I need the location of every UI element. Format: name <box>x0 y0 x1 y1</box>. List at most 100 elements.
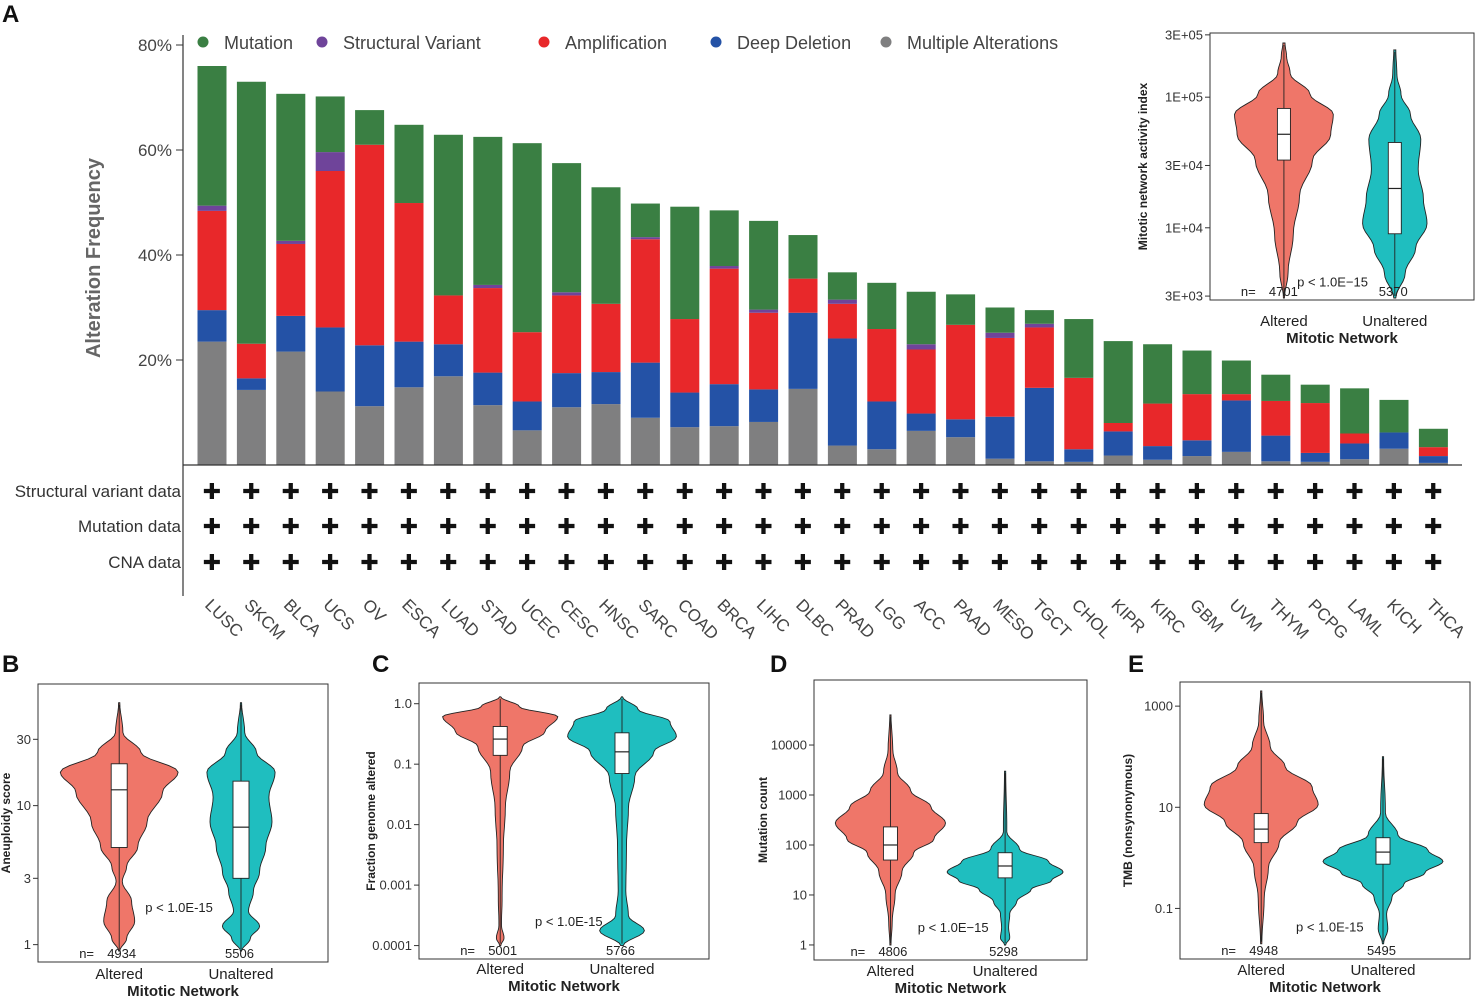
data-available-marker: ✚ <box>1267 515 1285 540</box>
data-available-marker: ✚ <box>282 480 300 505</box>
n-altered: 4701 <box>1269 284 1298 299</box>
data-available-marker: ✚ <box>557 551 575 576</box>
bar-deep-deletion-luad <box>433 344 463 377</box>
data-available-marker: ✚ <box>1306 480 1324 505</box>
data-available-marker: ✚ <box>951 551 969 576</box>
data-available-marker: ✚ <box>518 551 536 576</box>
bar-multiple-kipr <box>1103 455 1133 465</box>
bar-mutation-dlbc <box>788 235 818 279</box>
data-available-marker: ✚ <box>833 551 851 576</box>
data-available-marker: ✚ <box>991 551 1009 576</box>
n-altered: 4934 <box>107 946 136 961</box>
plot-frame <box>813 679 1088 961</box>
x-tick-label: DLBC <box>792 595 838 641</box>
y-axis-title: Alteration Frequency <box>83 157 105 358</box>
data-available-marker: ✚ <box>518 480 536 505</box>
x-tick-label: CHOL <box>1068 595 1115 642</box>
data-available-marker: ✚ <box>1188 515 1206 540</box>
bar-multiple-acc <box>906 430 936 465</box>
bar-mutation-ucec <box>512 143 542 333</box>
bar-deep-deletion-cesc <box>552 373 582 408</box>
data-available-marker: ✚ <box>1188 480 1206 505</box>
bar-amplification-lusc <box>197 210 227 311</box>
bar-structural-variant-meso <box>985 332 1015 338</box>
data-available-marker: ✚ <box>360 515 378 540</box>
bar-deep-deletion-blca <box>276 315 306 352</box>
n-prefix: n= <box>79 946 94 961</box>
data-available-marker: ✚ <box>282 515 300 540</box>
data-available-marker: ✚ <box>1109 480 1127 505</box>
bar-multiple-laml <box>1340 459 1370 465</box>
bar-deep-deletion-sarc <box>630 362 660 418</box>
x-tick-label-altered: Altered <box>1237 962 1285 979</box>
bar-multiple-luad <box>433 376 463 465</box>
bar-deep-deletion-stad <box>473 372 503 406</box>
x-tick-label: PCPG <box>1304 595 1352 643</box>
y-tick-label: 0.1 <box>394 757 412 772</box>
y-tick-label: 1E+05 <box>1165 90 1203 105</box>
n-prefix: n= <box>1221 943 1236 958</box>
bar-multiple-meso <box>985 458 1015 465</box>
x-tick-label-altered: Altered <box>476 961 524 978</box>
bar-mutation-prad <box>827 272 857 300</box>
data-available-marker: ✚ <box>518 515 536 540</box>
data-available-marker: ✚ <box>242 480 260 505</box>
data-available-marker: ✚ <box>479 480 497 505</box>
y-axis-title: Mitotic network activity index <box>1136 82 1150 250</box>
data-row-label: CNA data <box>108 553 181 572</box>
bar-mutation-laml <box>1340 388 1370 434</box>
data-available-marker: ✚ <box>676 480 694 505</box>
y-tick-label: 0.1 <box>1155 901 1173 916</box>
bar-mutation-lgg <box>867 282 897 330</box>
x-axis-title: Mitotic Network <box>895 980 1007 996</box>
bar-structural-variant-lusc <box>197 205 227 211</box>
panel-label: C <box>372 651 389 678</box>
legend-label: Deep Deletion <box>737 33 851 53</box>
data-available-marker: ✚ <box>1030 515 1048 540</box>
bar-deep-deletion-prad <box>827 338 857 446</box>
data-available-marker: ✚ <box>1148 480 1166 505</box>
y-tick-label: 10000 <box>771 738 807 753</box>
data-available-marker: ✚ <box>754 551 772 576</box>
data-available-marker: ✚ <box>1227 551 1245 576</box>
n-unaltered: 5506 <box>225 946 254 961</box>
bar-mutation-paad <box>946 294 976 325</box>
box-iqr <box>997 852 1013 879</box>
data-available-marker: ✚ <box>360 551 378 576</box>
data-available-marker: ✚ <box>597 515 615 540</box>
x-tick-label: UCEC <box>516 595 563 642</box>
plot-frame <box>1179 681 1471 960</box>
data-available-marker: ✚ <box>597 480 615 505</box>
data-available-marker: ✚ <box>439 480 457 505</box>
box-iqr <box>1253 813 1269 844</box>
bar-deep-deletion-dlbc <box>788 312 818 389</box>
data-available-marker: ✚ <box>912 515 930 540</box>
panel-a-inset: 3E+03 1E+04 3E+04 1E+05 3E+05 Mitotic network… <box>1136 27 1475 347</box>
data-available-marker: ✚ <box>242 515 260 540</box>
bar-deep-deletion-pcpg <box>1300 452 1330 462</box>
data-available-marker: ✚ <box>676 551 694 576</box>
bar-multiple-cesc <box>552 407 582 465</box>
bar-multiple-thym <box>1261 461 1291 465</box>
legend-swatch-deep-deletion <box>710 36 722 48</box>
bar-multiple-uvm <box>1221 451 1251 465</box>
bar-structural-variant-stad <box>473 284 503 289</box>
data-available-marker: ✚ <box>951 480 969 505</box>
x-tick-label-altered: Altered <box>95 966 143 983</box>
bar-deep-deletion-hnsc <box>591 372 621 405</box>
y-axis: 20% 40% 60% 80% <box>138 35 184 465</box>
bar-multiple-paad <box>946 437 976 465</box>
bar-multiple-brca <box>709 426 739 465</box>
x-tick-label: PRAD <box>832 595 879 642</box>
bar-mutation-lihc <box>749 220 779 310</box>
bar-multiple-ov <box>355 406 385 465</box>
bar-multiple-prad <box>827 445 857 465</box>
data-available-marker: ✚ <box>1267 480 1285 505</box>
bar-mutation-uvm <box>1221 360 1251 395</box>
bar-amplification-meso <box>985 337 1015 417</box>
data-available-marker: ✚ <box>321 480 339 505</box>
bar-multiple-sarc <box>630 417 660 465</box>
bar-amplification-brca <box>709 268 739 385</box>
y-tick-label: 1000 <box>1144 699 1173 714</box>
n-prefix: n= <box>1241 284 1256 299</box>
